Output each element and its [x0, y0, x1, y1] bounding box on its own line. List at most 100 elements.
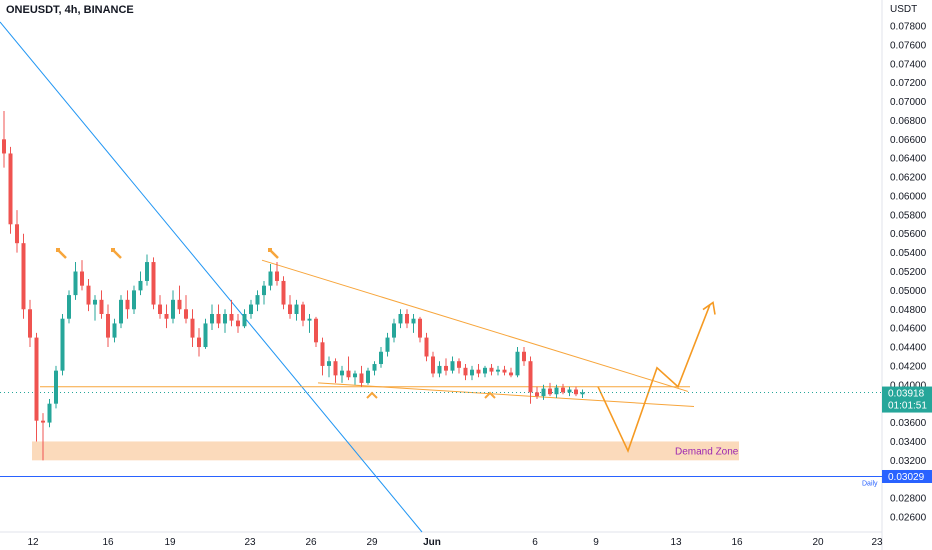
- markers-layer: [56, 248, 496, 399]
- date-tick-label: 23: [871, 537, 883, 548]
- date-tick-label: Jun: [423, 537, 441, 548]
- candle: [476, 364, 481, 378]
- candle: [561, 383, 565, 395]
- candle-body: [80, 271, 84, 286]
- price-tick-label: 0.05400: [890, 248, 927, 259]
- candle-body: [138, 280, 143, 291]
- candle-body: [268, 271, 273, 286]
- candle: [502, 365, 507, 376]
- date-tick-label: 6: [532, 537, 538, 548]
- candle-body: [424, 337, 429, 357]
- candle-body: [509, 372, 513, 376]
- candle-body: [431, 356, 435, 374]
- candle-body: [210, 313, 214, 324]
- peak-marker-head: [268, 248, 272, 252]
- candle-body: [229, 313, 234, 321]
- candle-body: [119, 299, 123, 324]
- candle: [509, 367, 513, 378]
- candle: [515, 347, 520, 378]
- candle-body: [164, 313, 169, 319]
- price-tick-label: 0.05800: [890, 210, 927, 221]
- candle-body: [541, 388, 546, 397]
- peak-marker-head: [111, 248, 115, 252]
- candle-body: [158, 304, 162, 314]
- candle: [450, 356, 455, 374]
- candle-body: [496, 369, 500, 372]
- candle: [554, 384, 559, 399]
- candle: [28, 299, 32, 348]
- current-price-badge: 0.03918 01:01:51: [882, 386, 932, 413]
- candle: [99, 290, 104, 319]
- candle: [268, 263, 273, 291]
- candle: [385, 332, 390, 357]
- candle-body: [294, 304, 299, 314]
- candle-body: [463, 367, 468, 376]
- date-tick-label: 20: [812, 537, 824, 548]
- candle: [93, 295, 97, 321]
- chevron-marker-icon: [366, 391, 378, 399]
- candle-body: [21, 243, 26, 310]
- candle-body: [216, 313, 221, 324]
- candle: [457, 358, 461, 374]
- candle: [548, 382, 552, 397]
- candle: [112, 318, 117, 343]
- candle-body: [359, 373, 364, 383]
- price-tick-label: 0.07000: [890, 97, 927, 108]
- candle-body: [333, 361, 338, 376]
- candle: [275, 262, 279, 286]
- candle-body: [483, 367, 487, 374]
- candle: [340, 365, 344, 383]
- chevron-marker-icon: [484, 391, 496, 399]
- candle-body: [112, 323, 117, 338]
- candle: [132, 285, 136, 314]
- candle-body: [223, 313, 227, 324]
- candle-body: [125, 299, 130, 310]
- candle-body: [444, 365, 448, 371]
- candle-body: [54, 370, 58, 404]
- candle: [307, 313, 312, 333]
- candle: [281, 276, 286, 310]
- candle: [528, 356, 533, 404]
- price-tick-label: 0.06200: [890, 173, 927, 184]
- date-tick-label: 19: [164, 537, 176, 548]
- candle: [171, 290, 175, 324]
- candle: [424, 332, 429, 362]
- candle-body: [580, 392, 585, 395]
- candle: [294, 299, 299, 321]
- price-tick-label: 0.05000: [890, 286, 927, 297]
- candle-body: [470, 369, 474, 376]
- candle: [47, 398, 52, 428]
- candle: [262, 280, 266, 305]
- date-tick-label: 13: [670, 537, 682, 548]
- candle: [541, 384, 546, 400]
- candle: [366, 367, 370, 385]
- candle-body: [288, 304, 292, 314]
- candle: [444, 358, 448, 376]
- candle-body: [528, 361, 533, 393]
- candle-body: [281, 280, 286, 305]
- candle-body: [99, 299, 104, 314]
- candle: [346, 356, 351, 381]
- candle: [522, 347, 526, 366]
- candle-body: [418, 318, 422, 338]
- price-tick-label: 0.03200: [890, 456, 927, 467]
- date-tick-label: 9: [593, 537, 599, 548]
- candle: [353, 370, 357, 385]
- candle-body: [171, 299, 175, 319]
- candle-body: [366, 370, 370, 383]
- price-tick-label: 0.05200: [890, 267, 927, 278]
- candle: [398, 309, 403, 329]
- demand-zone[interactable]: [32, 441, 739, 461]
- candle: [496, 365, 500, 376]
- candle-body: [255, 295, 260, 305]
- price-tick-label: 0.06000: [890, 191, 927, 202]
- price-tick-label: 0.03600: [890, 418, 927, 429]
- candle: [249, 299, 253, 319]
- candle: [15, 210, 19, 253]
- candle-body: [106, 313, 110, 338]
- candle: [54, 365, 58, 409]
- price-tick-label: 0.04400: [890, 343, 927, 354]
- candle: [151, 257, 156, 310]
- candle: [411, 313, 416, 333]
